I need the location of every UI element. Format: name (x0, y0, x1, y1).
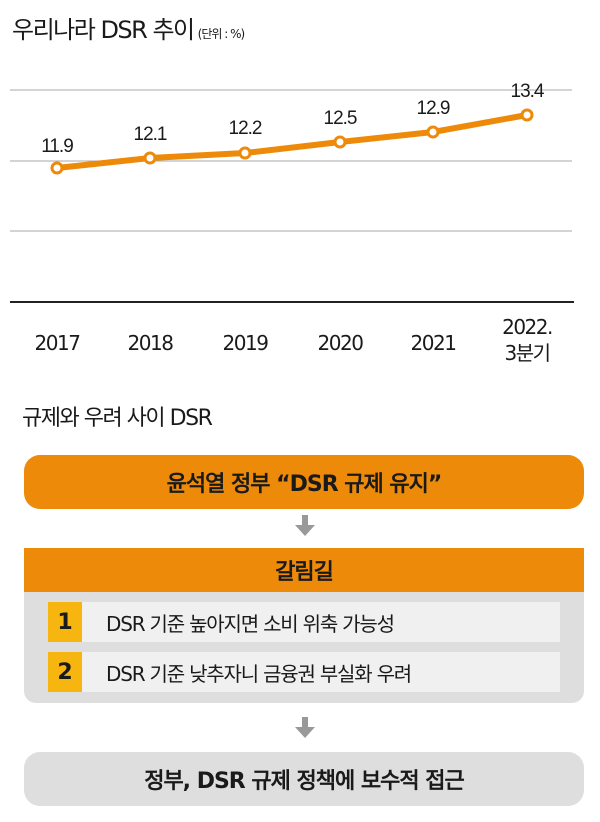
chart-title: 우리나라 DSR 추이 (단위 : %) (12, 10, 246, 45)
policy-text: 윤석열 정부 “DSR 규제 유지” (166, 472, 443, 497)
box-header: 갈림길 (24, 548, 584, 592)
list-item: 1 DSR 기준 높아지면 소비 위축 가능성 (48, 602, 560, 642)
conclusion-text: 정부, DSR 규제 정책에 보수적 접근 (144, 769, 465, 794)
line-chart: 11.9 12.1 12.2 12.5 12.9 13.4 (10, 81, 574, 303)
unit-label: (단위 : %) (197, 27, 246, 41)
x-label: 2020 (317, 331, 364, 355)
item-number: 2 (48, 652, 82, 692)
x-label-line: 2022. (502, 315, 553, 339)
arrow-down-icon (295, 717, 315, 738)
x-label-line: 3분기 (504, 341, 551, 365)
x-label: 2022. 3분기 (482, 314, 572, 366)
crossroads-box: 갈림길 1 DSR 기준 높아지면 소비 위축 가능성 2 DSR 기준 낮추자… (24, 548, 584, 703)
value-label: 13.4 (511, 81, 545, 102)
value-label: 11.9 (41, 136, 73, 157)
x-label: 2019 (222, 331, 269, 355)
list-item: 2 DSR 기준 낮추자니 금융권 부실화 우려 (48, 652, 560, 692)
x-label: 2021 (410, 331, 457, 355)
dsr-line (56, 112, 528, 171)
conclusion-pill: 정부, DSR 규제 정책에 보수적 접근 (24, 752, 584, 806)
item-text: DSR 기준 낮추자니 금융권 부실화 우려 (106, 661, 412, 686)
arrow-down-icon (295, 515, 315, 536)
value-label: 12.9 (417, 98, 450, 119)
item-text: DSR 기준 높아지면 소비 위축 가능성 (106, 611, 395, 636)
section-title: 규제와 우려 사이 DSR (22, 406, 213, 431)
value-label: 12.2 (229, 118, 262, 139)
chart-title-text: 우리나라 DSR 추이 (12, 16, 195, 44)
policy-pill: 윤석열 정부 “DSR 규제 유지” (24, 455, 584, 509)
value-label: 12.5 (324, 108, 357, 129)
value-label: 12.1 (134, 124, 167, 145)
x-label: 2018 (127, 331, 174, 355)
data-points (50, 108, 534, 175)
item-number: 1 (48, 602, 82, 642)
x-label: 2017 (34, 331, 81, 355)
